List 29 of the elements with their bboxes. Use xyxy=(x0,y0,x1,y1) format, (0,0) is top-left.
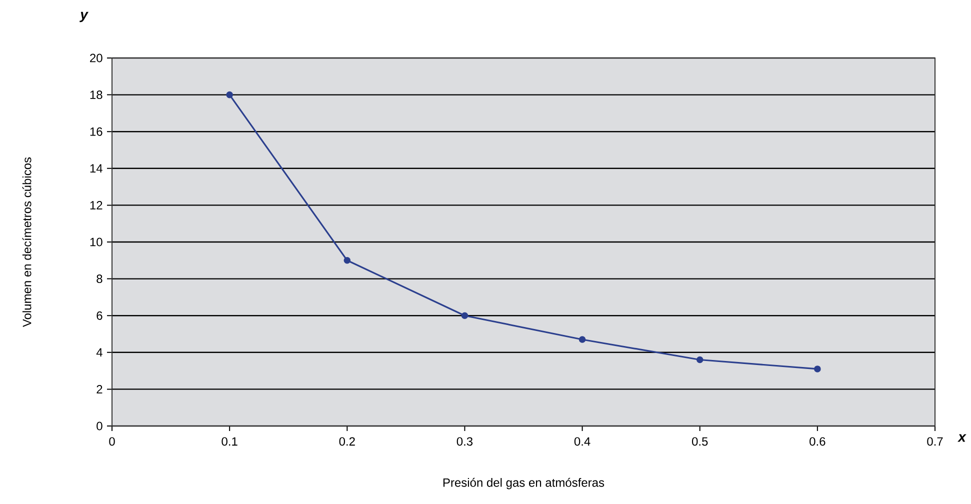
y-tick-label: 2 xyxy=(96,385,102,394)
point xyxy=(814,366,821,372)
y-tick-label: 4 xyxy=(96,348,102,357)
y-tick-label: 16 xyxy=(90,127,102,136)
y-tick-label: 8 xyxy=(96,274,102,284)
x-tick-label: 0.4 xyxy=(574,437,590,446)
x-tick-label: 0.2 xyxy=(339,437,355,446)
x-tick-label: 0.6 xyxy=(810,437,826,446)
x-tick-label: 0.1 xyxy=(222,437,238,446)
text: y xyxy=(80,12,88,22)
y-tick-label: 0 xyxy=(96,422,102,430)
x-tick-label: 0 xyxy=(109,437,115,446)
y-tick-label: 18 xyxy=(90,90,102,100)
point xyxy=(344,257,351,264)
x-tick-label: 0.5 xyxy=(692,437,708,446)
x-tick-label: 0.7 xyxy=(927,437,943,446)
point xyxy=(578,336,586,343)
x-tick-label: 0.3 xyxy=(456,437,473,446)
y-axis-title: Volumen en decímetros cúbicos xyxy=(22,157,32,327)
point xyxy=(696,356,704,364)
point xyxy=(461,312,468,319)
y-tick-label: 6 xyxy=(96,311,102,320)
y-tick-label: 14 xyxy=(90,164,102,173)
point xyxy=(226,91,233,98)
text: x xyxy=(958,434,966,442)
y-tick-label: 12 xyxy=(90,201,102,210)
y-tick-label: 10 xyxy=(90,238,102,246)
y-tick-label: 20 xyxy=(90,54,102,62)
x-axis-title: Presión del gas en atmósferas xyxy=(443,478,604,490)
